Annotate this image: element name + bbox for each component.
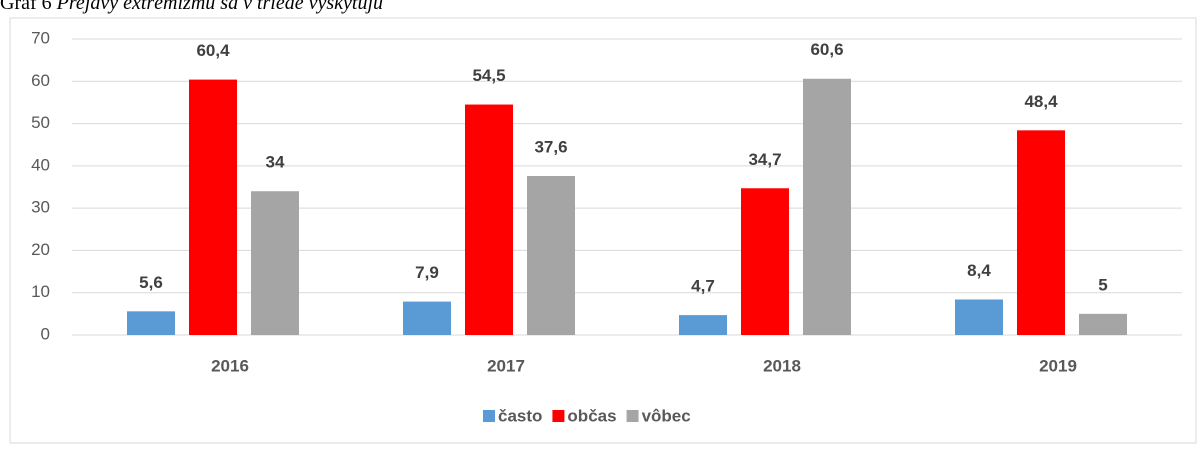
bar bbox=[403, 301, 451, 335]
legend-swatch bbox=[483, 410, 495, 422]
y-tick-label: 60 bbox=[31, 71, 50, 90]
y-tick-label: 50 bbox=[31, 113, 50, 132]
data-label: 48,4 bbox=[1024, 92, 1058, 111]
data-label: 34 bbox=[266, 153, 285, 172]
data-label: 5,6 bbox=[139, 273, 163, 292]
bar bbox=[803, 78, 851, 336]
legend: často občas vôbec bbox=[483, 406, 691, 425]
title-text: Prejavy extrémizmu sa v triede vyskytujú bbox=[56, 0, 383, 14]
y-tick-label: 40 bbox=[31, 155, 50, 174]
bar bbox=[189, 79, 237, 335]
bar bbox=[679, 315, 727, 335]
data-label: 7,9 bbox=[415, 263, 439, 282]
bar bbox=[251, 191, 299, 335]
y-tick-label: 30 bbox=[31, 198, 50, 217]
data-label: 60,6 bbox=[810, 40, 843, 59]
legend-label: občas bbox=[567, 406, 616, 425]
bar bbox=[527, 176, 575, 335]
data-label: 4,7 bbox=[691, 277, 715, 296]
x-tick-label: 2019 bbox=[1039, 356, 1077, 375]
x-tick-label: 2018 bbox=[763, 356, 801, 375]
legend-label: vôbec bbox=[642, 406, 691, 425]
y-tick-label: 70 bbox=[31, 28, 50, 47]
data-label: 5 bbox=[1098, 275, 1107, 294]
data-label: 37,6 bbox=[534, 137, 567, 156]
bar bbox=[955, 299, 1003, 335]
y-tick-label: 20 bbox=[31, 240, 50, 259]
y-tick-label: 0 bbox=[41, 324, 50, 343]
bar bbox=[127, 311, 175, 335]
bar bbox=[1017, 130, 1065, 335]
data-label: 8,4 bbox=[967, 261, 991, 280]
data-label: 54,5 bbox=[472, 66, 505, 85]
x-tick-label: 2017 bbox=[487, 356, 525, 375]
legend-swatch bbox=[626, 410, 639, 422]
bar bbox=[1079, 313, 1127, 335]
data-label: 60,4 bbox=[196, 41, 230, 60]
title-label: Graf 6 bbox=[0, 0, 52, 14]
legend-label: často bbox=[498, 406, 542, 425]
bar bbox=[741, 188, 789, 335]
bar bbox=[465, 104, 513, 336]
legend-swatch bbox=[552, 410, 565, 422]
data-label: 34,7 bbox=[748, 150, 781, 169]
x-tick-label: 2016 bbox=[211, 356, 249, 375]
title: Graf 6 Prejavy extrémizmu sa v triede vy… bbox=[0, 0, 383, 14]
y-tick-label: 10 bbox=[31, 282, 50, 301]
